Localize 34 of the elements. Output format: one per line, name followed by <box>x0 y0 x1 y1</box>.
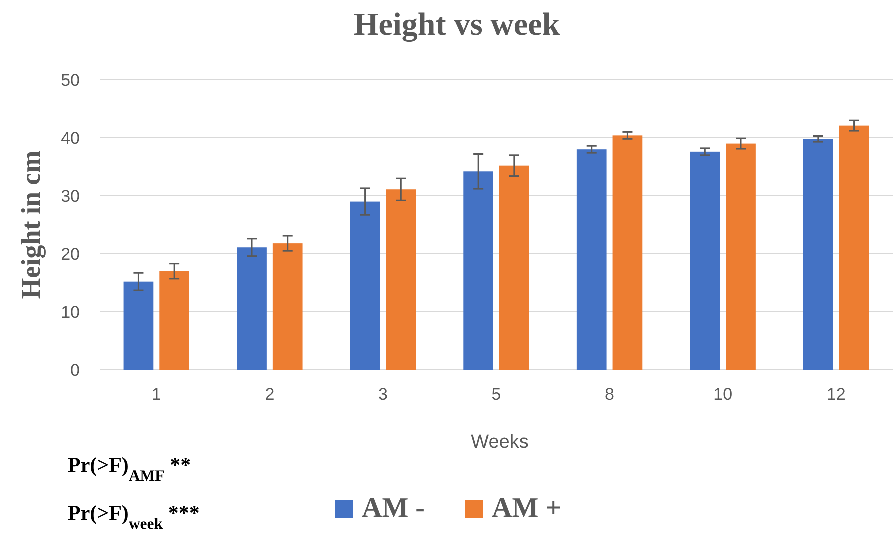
x-tick-label: 5 <box>492 385 502 404</box>
y-axis-title: Height in cm <box>16 150 46 300</box>
y-tick-label: 20 <box>61 245 80 264</box>
x-tick-label: 12 <box>826 385 846 404</box>
x-tick-label: 8 <box>605 385 615 404</box>
y-tick-label: 50 <box>61 71 80 90</box>
text: Pr(>F)$_{week}$ *** <box>68 501 200 532</box>
bar <box>237 248 267 370</box>
x-tick-label: 1 <box>152 385 162 404</box>
bar <box>464 172 494 370</box>
y-tick-label: 30 <box>61 187 80 206</box>
x-tick-label: 3 <box>378 385 388 404</box>
bar <box>726 144 756 370</box>
bar <box>839 126 870 370</box>
bar <box>124 282 154 370</box>
x-tick-label: 10 <box>714 385 733 404</box>
y-tick-label: 10 <box>61 303 80 322</box>
legend-label: AM + <box>492 493 562 524</box>
x-axis-title: Weeks <box>471 432 529 453</box>
bar <box>500 166 530 370</box>
legend-label: AM - <box>362 493 425 524</box>
chart-title: Height vs week <box>354 6 560 43</box>
bar <box>350 202 380 370</box>
bar <box>272 244 303 370</box>
bar <box>612 136 643 370</box>
bar <box>160 271 190 370</box>
bar <box>576 150 607 370</box>
y-tick-label: 0 <box>70 361 80 380</box>
bar <box>690 152 720 370</box>
bar <box>386 190 416 370</box>
y-tick-label: 40 <box>61 129 80 148</box>
bar <box>804 139 834 370</box>
text: Pr(>F)$_{AMF}$ ** <box>68 453 192 484</box>
x-tick-label: 2 <box>265 385 275 404</box>
